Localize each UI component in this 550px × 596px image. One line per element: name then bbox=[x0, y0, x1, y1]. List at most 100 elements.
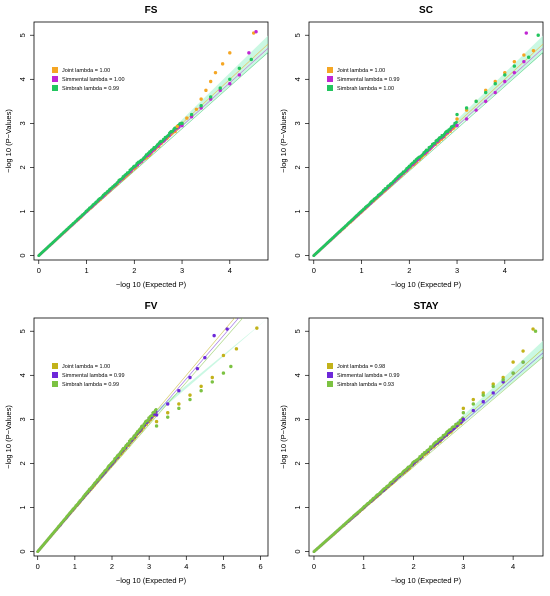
legend: Joint lambda = 1.00 Simmental lambda = 1.… bbox=[52, 67, 125, 92]
tail-data-point bbox=[218, 86, 222, 90]
x-tick-label: 3 bbox=[455, 266, 459, 275]
y-tick-label: 5 bbox=[293, 329, 302, 333]
legend-entry: Simmental lambda = 0.99 bbox=[337, 77, 400, 83]
data-point bbox=[128, 440, 132, 444]
tail-data-point bbox=[483, 99, 488, 104]
y-tick-label: 3 bbox=[293, 417, 302, 421]
y-tick-label: 3 bbox=[293, 121, 302, 125]
tail-data-point bbox=[154, 413, 159, 417]
tail-data-point bbox=[249, 57, 253, 62]
legend-entry: Joint lambda = 0.98 bbox=[337, 364, 385, 370]
tail-data-point bbox=[471, 408, 475, 413]
y-tick-label: 0 bbox=[293, 254, 302, 258]
plot-frame bbox=[308, 317, 544, 557]
x-axis-label: −log 10 (Expected P) bbox=[391, 576, 462, 585]
x-tick-label: 0 bbox=[37, 266, 41, 275]
x-tick-label: 4 bbox=[511, 562, 515, 571]
legend: Joint lambda = 1.00 Simmental lambda = 0.… bbox=[52, 363, 125, 388]
tail-data-point bbox=[203, 355, 207, 360]
y-tick-label: 5 bbox=[18, 329, 27, 333]
plot-frame bbox=[33, 317, 269, 557]
y-tick-label: 1 bbox=[293, 209, 302, 213]
legend-entry: Simbrah lambda = 0.93 bbox=[337, 382, 394, 388]
legend-swatch bbox=[52, 76, 58, 82]
tail-data-point bbox=[521, 360, 525, 364]
tail-data-point bbox=[154, 419, 159, 424]
tail-data-point bbox=[524, 31, 528, 35]
y-tick-label: 2 bbox=[293, 165, 302, 169]
tail-data-point bbox=[228, 77, 232, 81]
x-tick-label: 2 bbox=[407, 266, 411, 275]
x-tick-label: 3 bbox=[461, 562, 465, 571]
tail-data-point bbox=[536, 33, 540, 37]
data-point bbox=[426, 148, 430, 152]
tail-data-point bbox=[175, 124, 179, 129]
tail-data-point bbox=[533, 329, 538, 333]
tail-data-point bbox=[464, 106, 469, 110]
tail-data-point bbox=[493, 90, 497, 95]
data-point bbox=[457, 421, 461, 424]
plot-frame bbox=[308, 21, 544, 261]
tail-data-point bbox=[195, 366, 200, 371]
tail-data-point bbox=[166, 402, 170, 406]
legend-entry: Joint lambda = 1.00 bbox=[337, 68, 385, 74]
tail-data-point bbox=[212, 333, 216, 338]
x-axis-label: −log 10 (Expected P) bbox=[391, 280, 462, 289]
x-tick-label: 1 bbox=[84, 266, 88, 275]
data-point bbox=[433, 142, 437, 145]
y-tick-label: 4 bbox=[18, 373, 27, 377]
y-tick-label: 5 bbox=[18, 33, 27, 37]
tail-data-point bbox=[177, 389, 181, 393]
panel-fv: FV 0 1 2 3 4 5 6 0 1 2 3 4 5 −log 10 (Expected P) −log … bbox=[4, 301, 269, 585]
tail-data-point bbox=[461, 417, 466, 422]
tail-data-point bbox=[229, 364, 233, 369]
tail-data-point bbox=[177, 406, 181, 411]
x-tick-label: 6 bbox=[258, 562, 262, 571]
tail-data-point bbox=[194, 107, 199, 111]
bulk-points bbox=[312, 416, 465, 553]
tail-data-point bbox=[491, 384, 495, 389]
tail-data-point bbox=[166, 415, 170, 419]
panel-title: FV bbox=[145, 301, 158, 312]
tail-data-point bbox=[501, 378, 505, 382]
tail-data-point bbox=[199, 384, 203, 389]
data-point bbox=[154, 407, 158, 411]
tail-data-point bbox=[228, 82, 232, 86]
y-axis-label: −log 10 (P−Values) bbox=[279, 109, 288, 173]
tail-data-point bbox=[474, 99, 478, 104]
legend: Joint lambda = 0.98 Simmental lambda = 0.… bbox=[327, 363, 400, 388]
tail-data-point bbox=[225, 327, 229, 331]
x-tick-label: 4 bbox=[184, 562, 188, 571]
tail-data-point bbox=[199, 97, 203, 101]
confidence-band bbox=[37, 318, 268, 552]
x-tick-label: 1 bbox=[73, 562, 77, 571]
tail-data-point bbox=[531, 327, 535, 331]
panel-title: SC bbox=[419, 5, 433, 16]
tail-data-point bbox=[491, 391, 495, 395]
bulk-points bbox=[36, 407, 158, 553]
x-tick-label: 1 bbox=[362, 562, 366, 571]
tail-data-point bbox=[474, 108, 478, 112]
tail-data-point bbox=[512, 59, 517, 64]
tail-data-point bbox=[228, 51, 232, 55]
tail-data-point bbox=[531, 48, 536, 53]
tail-data-point bbox=[185, 116, 189, 120]
y-tick-label: 1 bbox=[18, 505, 27, 509]
tail-data-point bbox=[461, 406, 466, 411]
tail-data-point bbox=[237, 73, 242, 77]
tail-data-point bbox=[177, 402, 181, 406]
panel-title: STAY bbox=[413, 301, 438, 312]
data-point bbox=[453, 425, 457, 428]
data-point bbox=[455, 120, 458, 124]
legend: Joint lambda = 1.00 Simmental lambda = 0.… bbox=[327, 67, 400, 92]
tail-data-point bbox=[455, 123, 459, 128]
y-tick-label: 3 bbox=[18, 121, 27, 125]
legend-swatch bbox=[327, 381, 333, 387]
panel-fs: FS 0 1 2 3 4 0 1 2 3 4 5 −log 10 (Expected P) −log 10… bbox=[4, 5, 269, 289]
tail-data-point bbox=[204, 88, 208, 93]
x-tick-label: 2 bbox=[411, 562, 415, 571]
x-tick-label: 0 bbox=[312, 562, 316, 571]
tail-data-point bbox=[503, 79, 507, 84]
x-tick-label: 3 bbox=[147, 562, 151, 571]
